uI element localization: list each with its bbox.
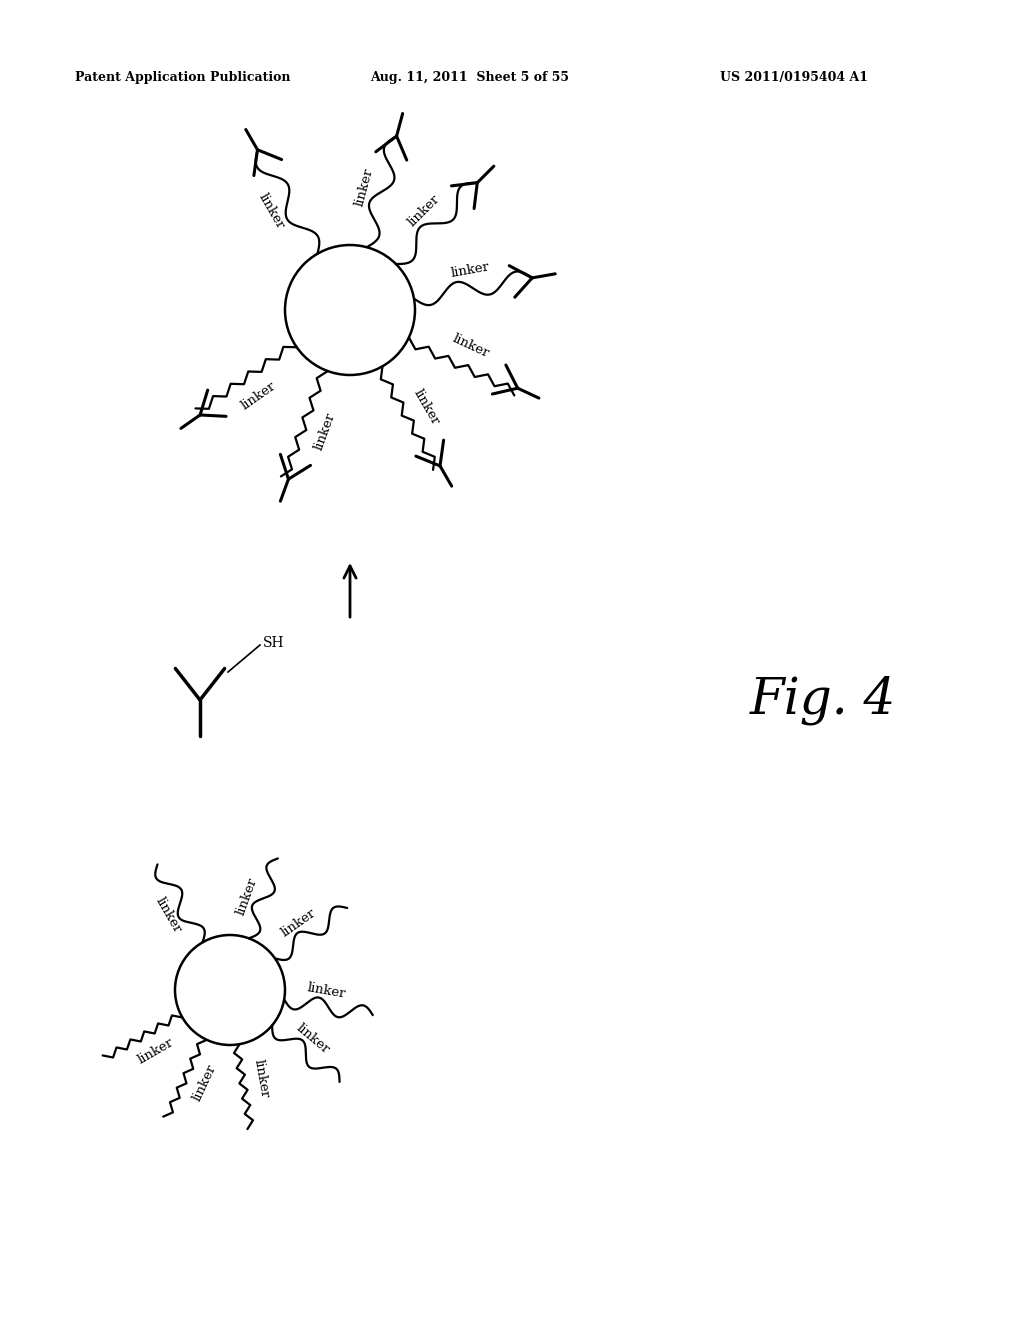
Text: Fig. 4: Fig. 4: [750, 676, 896, 725]
Text: linker: linker: [312, 411, 338, 451]
Text: linker: linker: [353, 166, 376, 207]
Text: linker: linker: [136, 1036, 176, 1067]
Text: linker: linker: [294, 1020, 332, 1056]
Text: Aug. 11, 2011  Sheet 5 of 55: Aug. 11, 2011 Sheet 5 of 55: [370, 71, 569, 84]
Text: linker: linker: [306, 981, 347, 1001]
Text: linker: linker: [412, 387, 442, 428]
Text: linker: linker: [190, 1063, 219, 1104]
Text: linker: linker: [279, 906, 318, 939]
Text: linker: linker: [239, 379, 279, 412]
Text: linker: linker: [234, 876, 260, 917]
Text: linker: linker: [256, 190, 288, 231]
Text: linker: linker: [451, 333, 492, 360]
Text: SH: SH: [263, 636, 285, 649]
Text: US 2011/0195404 A1: US 2011/0195404 A1: [720, 71, 868, 84]
Text: linker: linker: [252, 1059, 271, 1100]
Text: linker: linker: [450, 261, 490, 280]
Text: linker: linker: [406, 193, 442, 230]
Text: linker: linker: [153, 895, 183, 936]
Text: Patent Application Publication: Patent Application Publication: [75, 71, 291, 84]
